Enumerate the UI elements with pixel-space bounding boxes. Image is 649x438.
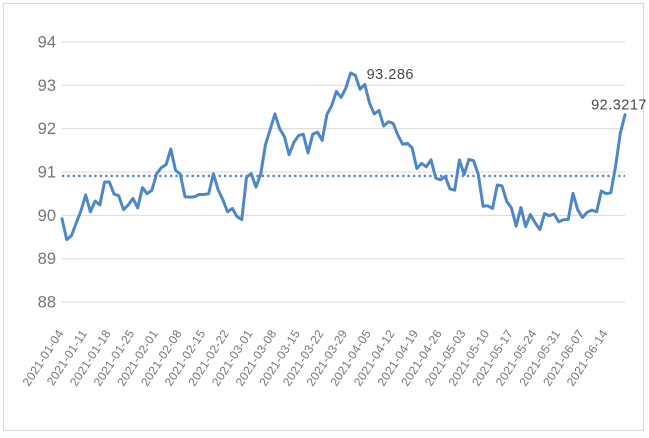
data-label-last: 92.3217 bbox=[591, 98, 647, 114]
y-axis-label: 91 bbox=[38, 164, 56, 182]
y-axis-label: 93 bbox=[38, 77, 56, 95]
y-axis-label: 94 bbox=[38, 34, 56, 52]
y-axis-label: 90 bbox=[38, 207, 56, 225]
data-label-peak: 93.286 bbox=[367, 67, 414, 83]
price-line bbox=[60, 71, 627, 242]
chart-border bbox=[3, 3, 644, 431]
y-axis-label: 89 bbox=[38, 250, 56, 268]
y-axis-label: 88 bbox=[38, 294, 56, 312]
y-axis-label: 92 bbox=[38, 120, 56, 138]
